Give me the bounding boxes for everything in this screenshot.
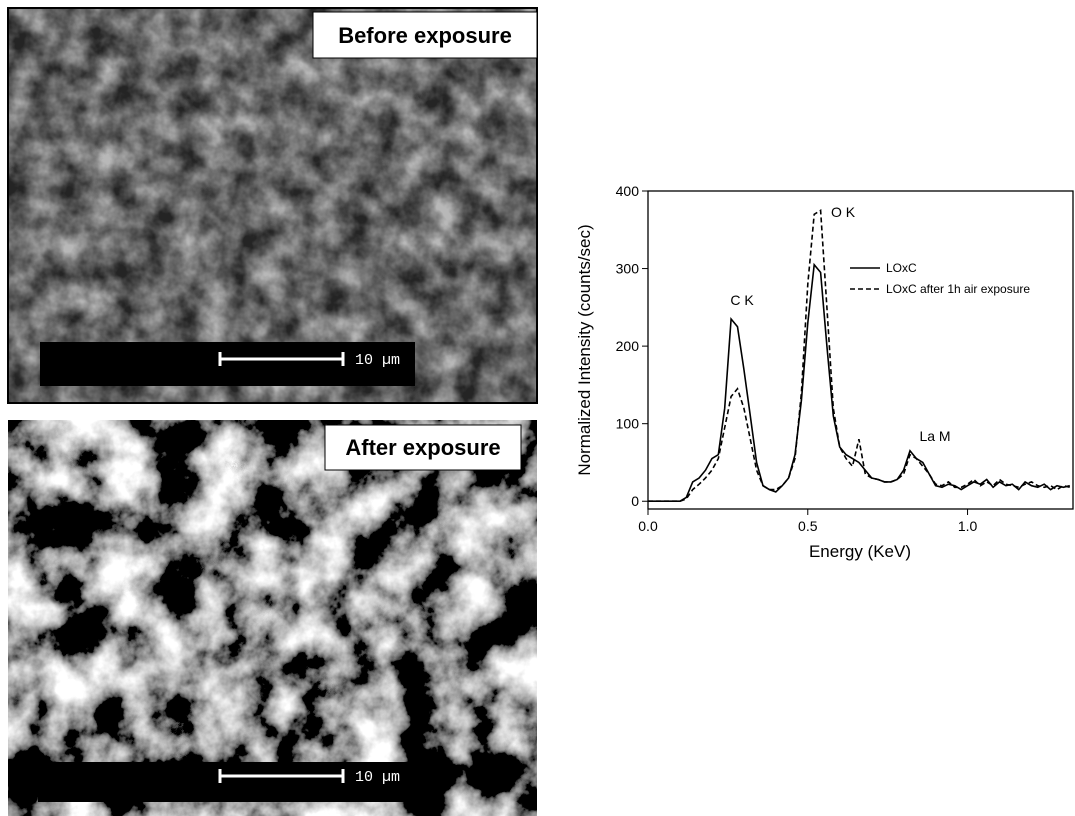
legend-label: LOxC	[886, 261, 917, 275]
series-line	[648, 265, 1070, 502]
panel-label: After exposure	[345, 435, 500, 460]
x-tick-label: 0.0	[638, 518, 658, 534]
peak-label: La M	[919, 428, 950, 444]
y-tick-label: 0	[631, 493, 639, 509]
scale-bar-label: 10 µm	[355, 769, 400, 786]
peak-label: O K	[831, 204, 856, 220]
figure: Before exposure 10 µm After exposure 10 …	[0, 0, 1075, 816]
y-tick-label: 300	[616, 261, 640, 277]
y-axis-title: Normalized Intensity (counts/sec)	[575, 224, 594, 475]
plot-frame	[648, 191, 1073, 509]
x-tick-label: 1.0	[958, 518, 978, 534]
x-tick-label: 0.5	[798, 518, 818, 534]
y-tick-label: 100	[616, 416, 640, 432]
sem-image-before: Before exposure 10 µm	[8, 8, 537, 403]
series-line	[648, 210, 1070, 501]
scale-bar-label: 10 µm	[355, 352, 400, 369]
panel-label: Before exposure	[338, 23, 512, 48]
sem-image-after: After exposure 10 µm	[8, 420, 537, 816]
peak-label: C K	[730, 292, 754, 308]
y-tick-label: 200	[616, 338, 640, 354]
x-axis-title: Energy (KeV)	[809, 542, 911, 561]
y-tick-label: 400	[616, 183, 640, 199]
legend-label: LOxC after 1h air exposure	[886, 282, 1030, 296]
